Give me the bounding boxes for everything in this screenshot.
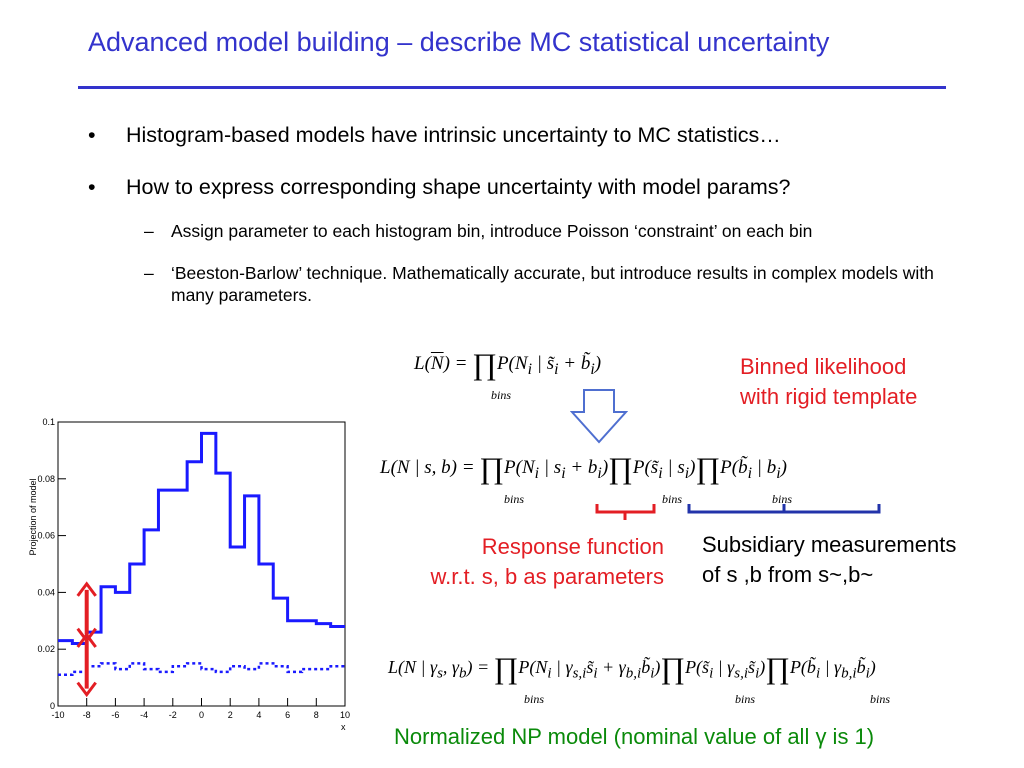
bins-label: bins <box>772 492 793 506</box>
formula-normalized-np: L(N | γs, γb) = ∏P(Ni | γs,is̃i + γb,ib̃… <box>388 652 876 685</box>
y-tick-label: 0.1 <box>42 417 55 427</box>
x-tick-label: 10 <box>340 710 350 720</box>
histogram-series <box>58 431 345 677</box>
sub-bullet-2: – ‘Beeston-Barlow’ technique. Mathematic… <box>144 262 984 310</box>
bullet-2: • How to express corresponding shape unc… <box>88 174 1008 200</box>
arrow-head-up <box>76 632 97 648</box>
response-bracket <box>595 504 656 520</box>
bins-label: bins <box>735 692 756 706</box>
formula-binned-likelihood: L(N) = ∏P(Ni | s̃i + b̃i) <box>414 348 602 381</box>
down-arrow-icon <box>570 389 628 444</box>
bullet-2-text: How to express corresponding shape uncer… <box>126 175 791 199</box>
sub-marker: – <box>144 263 154 283</box>
formula-beeston-barlow: L(N | s, b) = ∏P(Ni | si + bi)∏P(s̃i | s… <box>380 452 787 485</box>
x-tick-label: 8 <box>314 710 319 720</box>
x-tick-label: 2 <box>228 710 233 720</box>
histogram-solid-line <box>58 431 345 646</box>
bins-label: bins <box>524 692 545 706</box>
slide-title: Advanced model building – describe MC st… <box>88 27 830 57</box>
x-tick-label: 6 <box>285 710 290 720</box>
x-tick-label: -8 <box>83 710 91 720</box>
bullet-1-text: Histogram-based models have intrinsic un… <box>126 123 781 147</box>
sub-bullet-2-text: ‘Beeston-Barlow’ technique. Mathematical… <box>171 263 934 305</box>
x-tick-label: 4 <box>256 710 261 720</box>
binned-likelihood-label: Binned likelihood with rigid template <box>740 352 917 412</box>
bins-label: bins <box>662 492 683 506</box>
binned-likelihood-line2: with rigid template <box>740 384 918 409</box>
arrow-head-up <box>76 581 97 597</box>
x-tick-label: -2 <box>169 710 177 720</box>
bullet-marker: • <box>88 175 96 199</box>
bullet-marker: • <box>88 123 96 147</box>
response-function-line2: w.r.t. s, b as parameters <box>430 564 664 589</box>
x-tick-label: 0 <box>199 710 204 720</box>
axis-ticks: -10 -8 -6 -4 -2 0 2 4 6 8 10 0 0.02 0.04 0.06 0.08 0.1 <box>37 417 350 720</box>
y-tick-label: 0.04 <box>37 587 55 597</box>
x-tick-label: -4 <box>140 710 148 720</box>
sub-bullet-1: – Assign parameter to each histogram bin… <box>144 220 1014 242</box>
plot-frame <box>57 421 346 707</box>
sub-marker: – <box>144 221 154 241</box>
normalized-np-label: Normalized NP model (nominal value of al… <box>394 724 875 749</box>
y-tick-label: 0.08 <box>37 474 55 484</box>
bins-label: bins <box>870 692 891 706</box>
uncertainty-arrows <box>76 581 97 698</box>
y-tick-label: 0 <box>50 701 55 711</box>
subsidiary-bracket <box>687 504 881 514</box>
response-function-line1: Response function <box>481 534 664 559</box>
formula-brackets <box>595 504 881 520</box>
bins-label: bins <box>504 492 525 506</box>
x-axis-label: x <box>341 722 346 730</box>
bins-label: bins <box>491 388 512 402</box>
title-underline <box>78 86 946 89</box>
y-tick-label: 0.06 <box>37 531 55 541</box>
binned-likelihood-line1: Binned likelihood <box>740 354 907 379</box>
bullet-1: • Histogram-based models have intrinsic … <box>88 122 1008 148</box>
y-tick-label: 0.02 <box>37 644 55 654</box>
arrow-head-down <box>76 681 97 698</box>
subsidiary-measurements-line2: of s ,b from s~,b~ <box>702 562 874 587</box>
arrow-head-down <box>76 627 97 644</box>
x-tick-label: -10 <box>51 710 64 720</box>
histogram-chart: -10 -8 -6 -4 -2 0 2 4 6 8 10 0 0.02 0.04 0.06 0.08 0.1 P… <box>28 417 350 730</box>
y-axis-label: Projection of model <box>28 478 38 555</box>
x-tick-label: -6 <box>111 710 119 720</box>
subsidiary-measurements-label: Subsidiary measurements of s ,b from s~,… <box>702 530 1024 590</box>
response-function-label: Response function w.r.t. s, b as paramet… <box>362 532 664 592</box>
sub-bullet-1-text: Assign parameter to each histogram bin, … <box>171 221 813 241</box>
subsidiary-measurements-line1: Subsidiary measurements <box>702 532 957 557</box>
